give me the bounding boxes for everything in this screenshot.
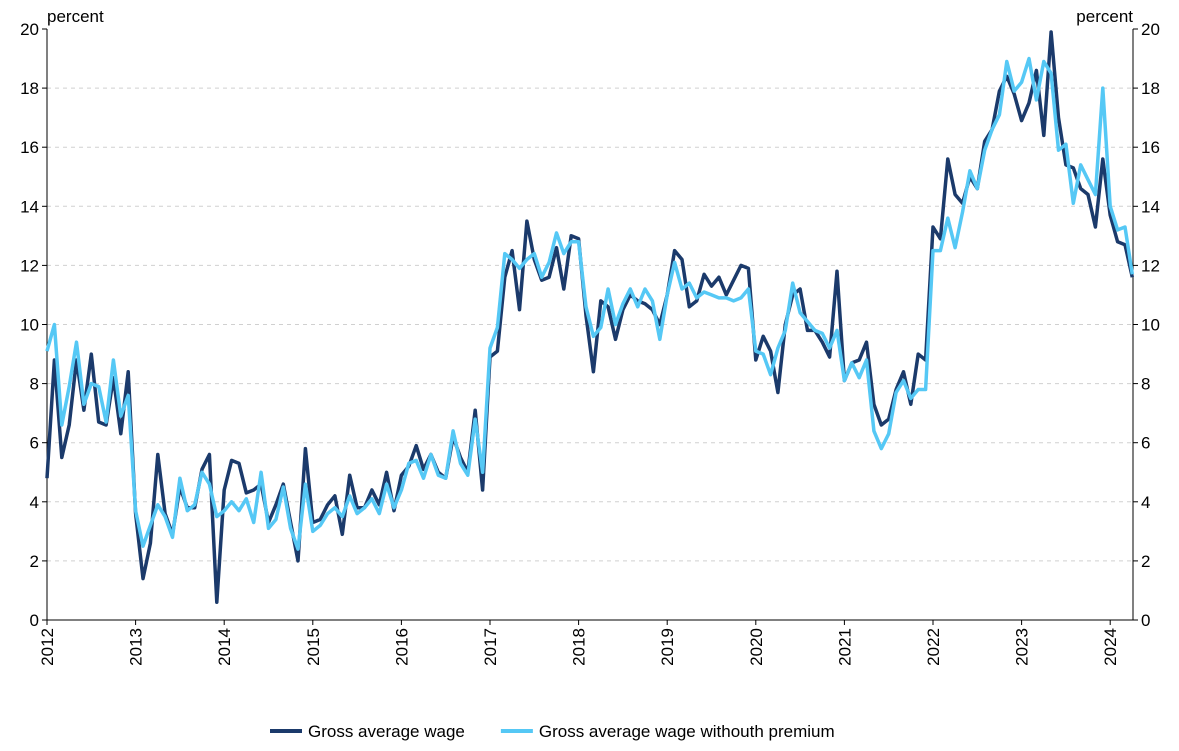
y-tick-label: 8: [30, 375, 39, 394]
y2-tick-label: 20: [1141, 20, 1160, 39]
x-tick-label: 2017: [481, 628, 500, 666]
y2-tick-label: 0: [1141, 611, 1150, 630]
y2-tick-label: 8: [1141, 375, 1150, 394]
x-tick-label: 2014: [215, 628, 234, 666]
y2-tick-label: 16: [1141, 138, 1160, 157]
y-tick-label: 4: [30, 493, 39, 512]
x-tick-label: 2019: [658, 628, 677, 666]
x-tick-label: 2022: [924, 628, 943, 666]
x-tick-label: 2024: [1101, 628, 1120, 666]
y2-tick-label: 12: [1141, 256, 1160, 275]
line-series: [45, 56, 1135, 551]
legend-label: Gross average wage: [308, 722, 465, 741]
legend-label: Gross average wage withouth premium: [539, 722, 835, 741]
x-tick-label: 2023: [1013, 628, 1032, 666]
line-series: [45, 30, 1135, 605]
x-tick-label: 2021: [835, 628, 854, 666]
y-tick-label: 18: [20, 79, 39, 98]
x-tick-label: 2015: [304, 628, 323, 666]
y2-tick-label: 2: [1141, 552, 1150, 571]
y-tick-label: 10: [20, 316, 39, 335]
y-tick-label: 0: [30, 611, 39, 630]
y2-axis-label: percent: [1076, 7, 1133, 26]
x-tick-label: 2020: [747, 628, 766, 666]
y2-tick-label: 14: [1141, 197, 1160, 216]
y-tick-label: 12: [20, 256, 39, 275]
y-tick-label: 16: [20, 138, 39, 157]
x-tick-label: 2013: [127, 628, 146, 666]
y2-tick-label: 4: [1141, 493, 1150, 512]
x-tick-label: 2012: [38, 628, 57, 666]
y-tick-label: 6: [30, 434, 39, 453]
y-tick-label: 14: [20, 197, 39, 216]
y2-tick-label: 10: [1141, 316, 1160, 335]
y2-tick-label: 6: [1141, 434, 1150, 453]
y-tick-label: 2: [30, 552, 39, 571]
x-tick-label: 2018: [570, 628, 589, 666]
y-tick-label: 20: [20, 20, 39, 39]
x-tick-label: 2016: [392, 628, 411, 666]
y2-tick-label: 18: [1141, 79, 1160, 98]
y-axis-label: percent: [47, 7, 104, 26]
